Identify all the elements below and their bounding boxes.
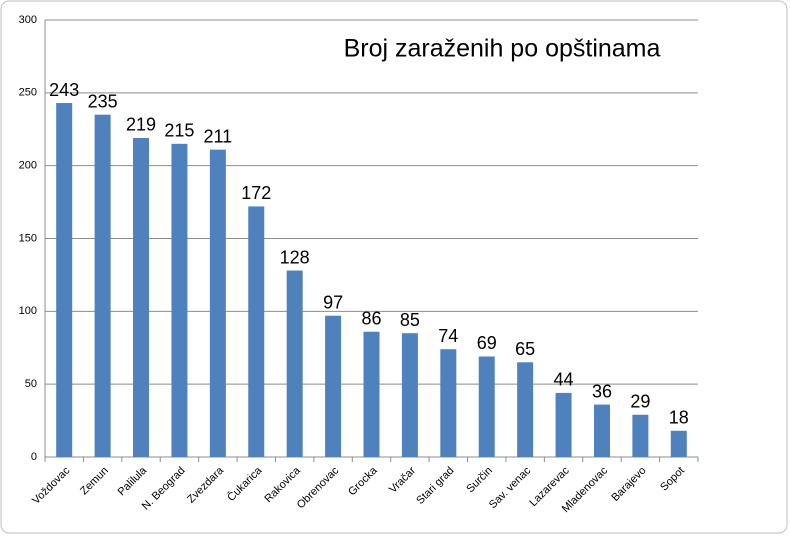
bar [632, 414, 649, 457]
bar [593, 404, 610, 457]
y-tick-label: 200 [19, 160, 37, 172]
bar [363, 331, 380, 457]
bar [401, 333, 418, 457]
bar [209, 149, 226, 458]
value-label: 36 [592, 381, 612, 401]
value-label: 74 [438, 326, 458, 346]
value-label: 215 [164, 121, 194, 141]
value-label: 128 [280, 247, 310, 267]
y-tick-label: 100 [19, 305, 37, 317]
value-label: 86 [361, 308, 381, 328]
bar [94, 114, 111, 457]
value-label: 235 [88, 91, 118, 111]
value-label: 219 [126, 115, 156, 135]
chart-title: Broj zaraženih po opštinama [344, 35, 661, 63]
bar [325, 315, 342, 457]
value-label: 69 [477, 333, 497, 353]
value-label: 29 [630, 392, 650, 412]
value-label: 172 [241, 183, 271, 203]
value-label: 97 [323, 292, 343, 312]
value-label: 85 [400, 310, 420, 330]
bar [670, 430, 687, 457]
bar [286, 270, 303, 457]
bar [133, 137, 150, 458]
y-tick-label: 300 [19, 14, 37, 26]
y-tick-label: 50 [25, 378, 37, 390]
value-label: 18 [669, 408, 689, 428]
bar [440, 349, 457, 457]
value-label: 44 [554, 370, 574, 390]
value-label: 211 [204, 126, 233, 146]
value-label: 65 [515, 339, 535, 359]
bar [248, 206, 265, 457]
y-tick-label: 250 [19, 87, 37, 99]
bar [171, 143, 188, 458]
bar [478, 356, 495, 457]
y-tick-label: 150 [19, 232, 37, 244]
y-tick-label: 0 [31, 451, 37, 463]
bar [555, 392, 572, 457]
value-label: 243 [49, 80, 79, 100]
bar [56, 103, 73, 457]
bar [517, 362, 534, 457]
